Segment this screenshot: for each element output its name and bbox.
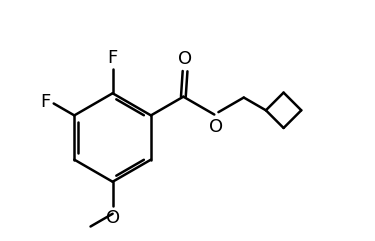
Text: F: F (40, 93, 50, 111)
Text: F: F (108, 49, 118, 67)
Text: O: O (178, 50, 192, 68)
Text: O: O (106, 209, 120, 227)
Text: O: O (209, 118, 223, 136)
